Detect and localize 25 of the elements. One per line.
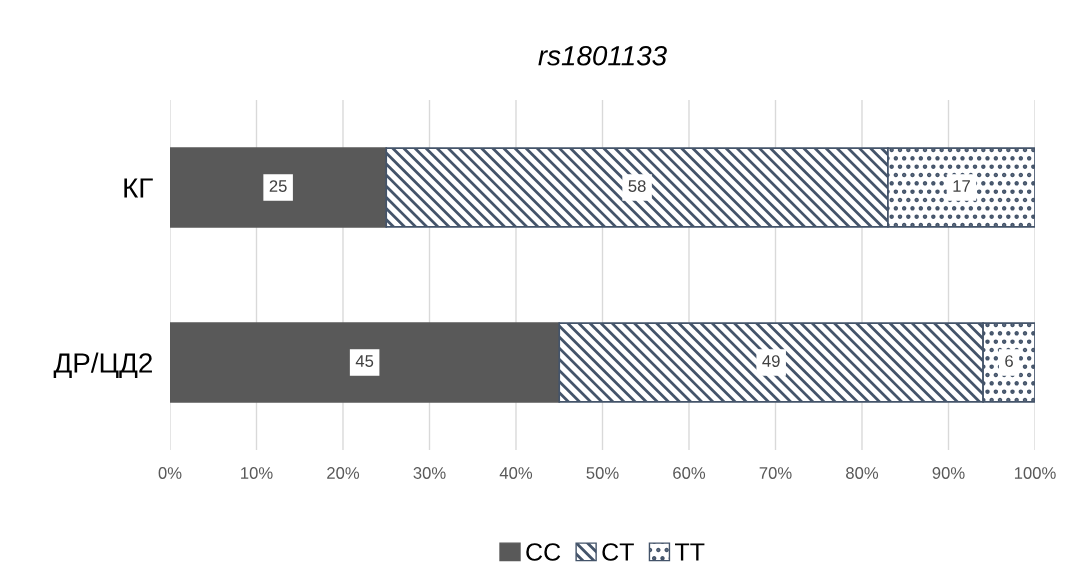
- x-tick-label: 20%: [327, 467, 360, 479]
- legend-label: CT: [602, 543, 634, 561]
- data-label: 25: [269, 180, 287, 192]
- data-label: 6: [1005, 355, 1013, 367]
- x-tick-label: 80%: [846, 467, 879, 479]
- x-tick-label: 90%: [932, 467, 965, 479]
- legend-label: CC: [526, 543, 561, 561]
- data-label: 45: [355, 355, 374, 367]
- data-label: 58: [628, 180, 646, 192]
- x-tick-label: 50%: [586, 467, 619, 479]
- data-label: 49: [762, 355, 780, 367]
- y-tick-label: ДР/ЦД2: [53, 352, 152, 379]
- x-tick-label: 40%: [499, 467, 533, 479]
- y-tick-label: КГ: [124, 178, 153, 198]
- chart-title: rs1801133: [538, 45, 667, 66]
- x-tick-label: 100%: [1014, 467, 1056, 479]
- x-tick-label: 30%: [413, 467, 446, 479]
- x-tick-label: 10%: [241, 467, 273, 479]
- data-label: 17: [953, 180, 970, 192]
- bar: [170, 322, 561, 403]
- x-tick-label: 70%: [759, 467, 792, 479]
- x-tick-label: 0%: [158, 467, 182, 479]
- x-tick-label: 60%: [673, 467, 706, 479]
- legend-label: TT: [675, 543, 705, 561]
- bar: [170, 147, 388, 228]
